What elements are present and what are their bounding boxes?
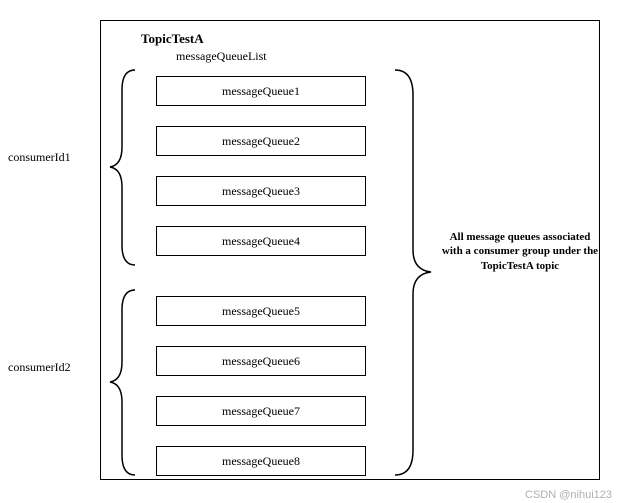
brace-all-queues bbox=[395, 70, 435, 475]
queue-box: messageQueue4 bbox=[156, 226, 366, 256]
queue-list-label: messageQueueList bbox=[176, 49, 267, 64]
all-queues-label: All message queues associated with a con… bbox=[440, 230, 600, 273]
queue-box: messageQueue6 bbox=[156, 346, 366, 376]
queue-box: messageQueue3 bbox=[156, 176, 366, 206]
watermark: CSDN @nihui123 bbox=[525, 489, 612, 501]
consumer-label-2: consumerId2 bbox=[8, 360, 71, 375]
queue-box: messageQueue7 bbox=[156, 396, 366, 426]
queue-box: messageQueue5 bbox=[156, 296, 366, 326]
brace-consumer2 bbox=[110, 290, 140, 475]
topic-title: TopicTestA bbox=[141, 31, 204, 47]
queue-box: messageQueue1 bbox=[156, 76, 366, 106]
brace-consumer1 bbox=[110, 70, 140, 265]
queue-box: messageQueue8 bbox=[156, 446, 366, 476]
queue-box: messageQueue2 bbox=[156, 126, 366, 156]
consumer-label-1: consumerId1 bbox=[8, 150, 71, 165]
